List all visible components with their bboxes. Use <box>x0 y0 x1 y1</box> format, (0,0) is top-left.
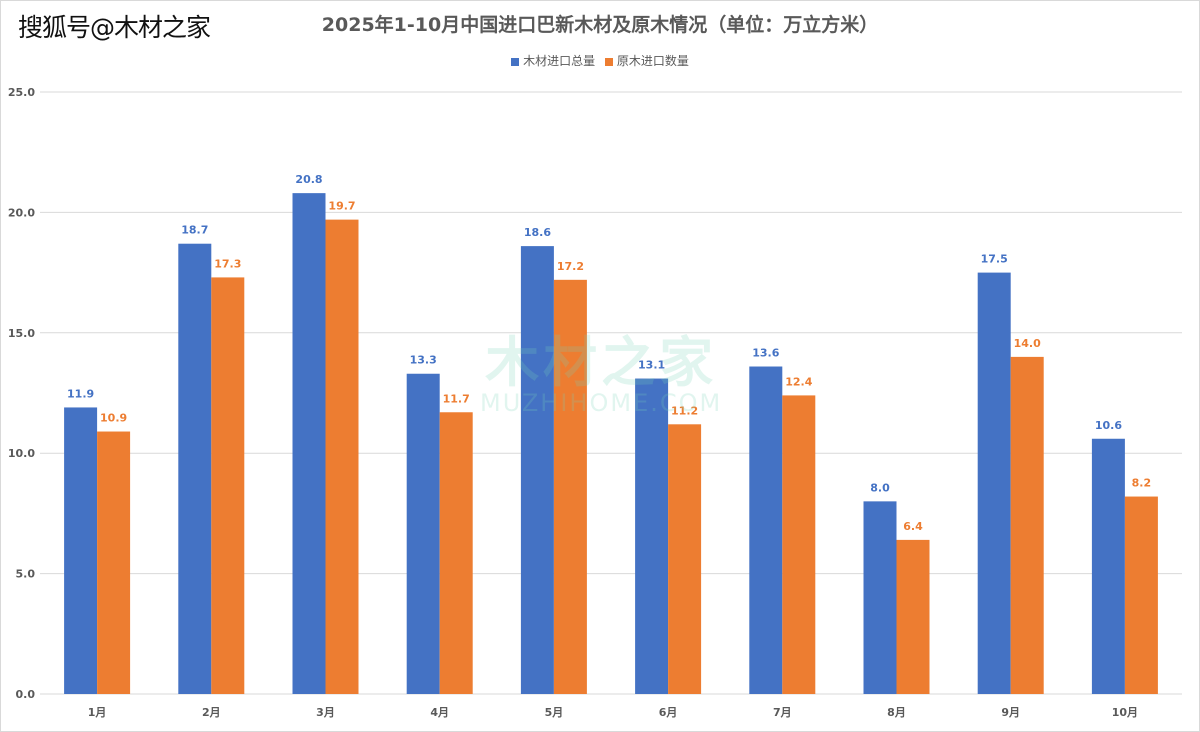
bar-logs <box>97 431 131 694</box>
bar-total <box>977 272 1011 694</box>
x-tick-label: 10月 <box>1112 706 1138 719</box>
bar-total <box>1091 438 1125 694</box>
y-tick-label: 0.0 <box>16 688 36 701</box>
y-tick-label: 5.0 <box>16 568 36 581</box>
legend-label: 原木进口数量 <box>616 54 689 68</box>
bar-logs <box>211 277 245 694</box>
bar-logs <box>896 539 930 694</box>
x-tick-label: 4月 <box>430 706 449 719</box>
x-tick-label: 9月 <box>1001 706 1020 719</box>
x-tick-label: 7月 <box>773 706 792 719</box>
data-label: 11.2 <box>671 404 698 417</box>
data-label: 13.1 <box>638 359 665 372</box>
data-label: 8.0 <box>870 481 890 494</box>
y-tick-label: 20.0 <box>8 206 35 219</box>
chart-title: 2025年1-10月中国进口巴新木材及原木情况（单位：万立方米） <box>321 14 879 36</box>
data-label: 13.3 <box>410 354 437 367</box>
data-label: 10.9 <box>100 412 127 425</box>
data-label: 18.7 <box>181 224 208 237</box>
bar-logs <box>553 279 587 694</box>
bar-total <box>863 501 897 694</box>
source-label: 搜狐号@木材之家 <box>18 13 211 42</box>
legend-label: 木材进口总量 <box>523 54 596 68</box>
watermark: 木材之家 MUZHIHOME.COM <box>480 318 722 417</box>
legend-item-total: 木材进口总量 <box>511 54 595 68</box>
watermark-sub: MUZHIHOME.COM <box>480 389 723 417</box>
data-label: 17.2 <box>557 260 584 273</box>
y-tick-label: 25.0 <box>8 86 35 99</box>
bar-logs <box>1124 496 1158 694</box>
bar-total <box>64 407 98 694</box>
bar-logs <box>782 395 816 694</box>
bar-logs <box>439 412 473 694</box>
data-label: 10.6 <box>1095 419 1122 432</box>
x-tick-label: 3月 <box>316 706 335 719</box>
legend: 木材进口总量 原木进口数量 <box>0 52 1200 69</box>
data-label: 18.6 <box>524 226 551 239</box>
data-label: 20.8 <box>295 173 322 186</box>
bar-total <box>406 373 440 694</box>
data-label: 8.2 <box>1132 477 1152 490</box>
legend-swatch-orange <box>604 57 613 66</box>
data-label: 6.4 <box>903 520 923 533</box>
legend-swatch-blue <box>511 57 520 66</box>
data-label: 17.5 <box>981 253 1008 266</box>
watermark-text: 木材之家 <box>485 331 718 394</box>
data-label: 13.6 <box>752 347 779 360</box>
x-tick-label: 1月 <box>88 706 107 719</box>
data-label: 14.0 <box>1014 337 1041 350</box>
bar-logs <box>668 424 702 694</box>
bar-logs <box>1010 356 1044 694</box>
bar-total <box>749 366 783 694</box>
data-label: 12.4 <box>785 375 812 388</box>
bar-total <box>292 193 326 695</box>
x-tick-label: 2月 <box>202 706 221 719</box>
bar-total <box>635 378 669 694</box>
x-tick-label: 6月 <box>659 706 678 719</box>
y-tick-label: 10.0 <box>8 447 35 460</box>
legend-item-logs: 原木进口数量 <box>604 54 689 68</box>
data-label: 11.7 <box>443 392 470 405</box>
bar-total <box>178 243 212 695</box>
data-label: 19.7 <box>328 200 355 213</box>
bar-logs <box>325 219 359 694</box>
data-label: 11.9 <box>67 387 94 400</box>
x-tick-label: 8月 <box>887 706 906 719</box>
bar-total <box>520 246 554 694</box>
y-tick-label: 15.0 <box>8 327 35 340</box>
x-tick-label: 5月 <box>545 706 564 719</box>
data-label: 17.3 <box>214 257 241 270</box>
